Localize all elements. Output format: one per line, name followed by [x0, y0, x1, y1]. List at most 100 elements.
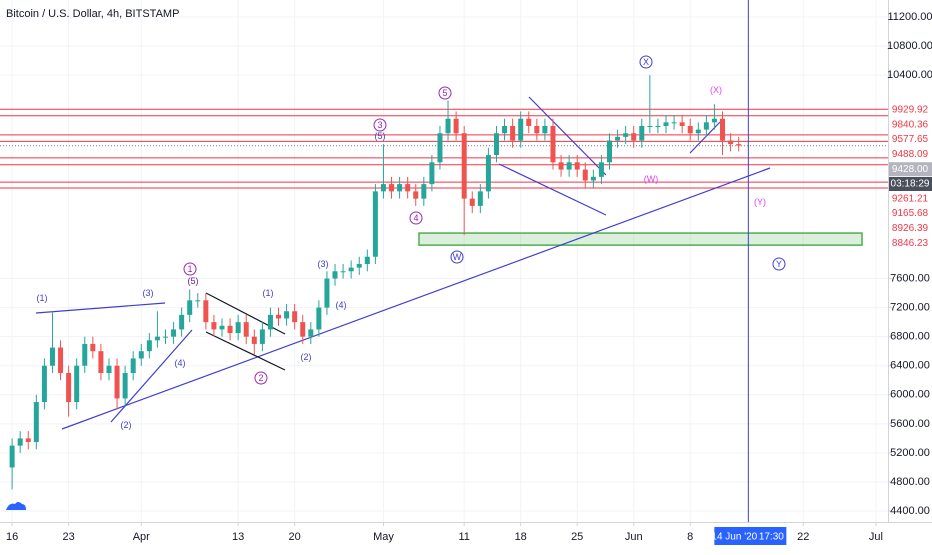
candle-body [711, 118, 717, 123]
candle-body [526, 118, 532, 126]
trend-line [35, 302, 166, 314]
price-label-bg [889, 117, 932, 132]
wave-circle [373, 118, 387, 132]
wave-circle [639, 55, 653, 69]
wave-label: 5 [442, 88, 447, 98]
x-tick-label: 16 [6, 531, 18, 543]
y-tick-label: 6000.00 [890, 389, 930, 401]
wave-label: (4) [175, 358, 186, 368]
candle-body [639, 125, 645, 141]
candle-body [736, 144, 742, 146]
wave-circle [254, 371, 268, 385]
candle-body [130, 358, 136, 373]
price-label-bg [889, 191, 932, 206]
price-label: 9577.65 [892, 134, 929, 145]
x-tick-label: 22 [797, 531, 809, 543]
y-tick-label: 6800.00 [890, 331, 930, 343]
trend-line [205, 331, 286, 371]
candle-body [397, 184, 403, 192]
y-tick-label: 6400.00 [890, 360, 930, 372]
candle-body [493, 133, 499, 156]
candle-body [469, 198, 475, 206]
support-zone [418, 232, 863, 246]
candle-body [138, 351, 144, 359]
candle-body [623, 133, 629, 137]
wave-label: (5) [188, 276, 199, 286]
candle-body [372, 191, 378, 257]
wave-label: (1) [263, 288, 274, 298]
candle-body [364, 256, 370, 265]
x-tick-label: Apr [133, 531, 150, 543]
candle-body [566, 162, 572, 170]
candle-body [582, 169, 588, 181]
price-label: 03:18:29 [891, 179, 930, 190]
wave-circle [772, 257, 786, 271]
wave-label: Y [776, 259, 782, 269]
candle-body [49, 347, 55, 366]
candle-body [502, 125, 508, 134]
candle-body [235, 322, 241, 334]
x-tick-label: 13 [232, 531, 244, 543]
x-tick-label: 23 [62, 531, 74, 543]
y-tick-label: 10800.00 [887, 40, 932, 52]
trend-line [498, 163, 607, 216]
wave-circle [183, 262, 197, 276]
candle-body [615, 136, 621, 141]
wave-label: (2) [121, 420, 132, 430]
candle-body [606, 140, 612, 163]
logo [6, 502, 26, 510]
candle-body [687, 125, 693, 134]
y-tick-label: 5600.00 [890, 418, 930, 430]
candle-body [179, 314, 185, 330]
trend-line [110, 329, 193, 423]
x-tick-label: Jul [869, 531, 883, 543]
x-tick-label: 8 [687, 531, 693, 543]
candle-body [98, 351, 104, 373]
wave-label: (3) [143, 288, 154, 298]
candle-body [671, 122, 677, 124]
candle-body [284, 311, 290, 319]
candle-body [316, 307, 322, 330]
candle-body [41, 365, 47, 403]
trend-line [61, 167, 771, 430]
candle-body [510, 125, 516, 141]
candle-body [276, 314, 282, 319]
candle-body [461, 133, 467, 199]
x-tick-label: 20 [289, 531, 301, 543]
candle-body [421, 184, 427, 199]
trend-line [528, 96, 607, 176]
candle-body [33, 402, 39, 443]
candle-body [679, 122, 685, 126]
candle-body [389, 184, 395, 192]
x-tick-label: 11 [458, 531, 469, 543]
candle-body [25, 438, 31, 443]
candle-body [82, 343, 88, 366]
wave-label: (1) [37, 293, 48, 303]
trend-line [689, 121, 721, 154]
wave-label: 3 [377, 120, 382, 130]
candle-body [187, 300, 193, 315]
wave-label: (X) [710, 85, 722, 95]
wave-label: (2) [301, 352, 312, 362]
candle-body [211, 322, 217, 330]
x-tick-label: 18 [515, 531, 527, 543]
y-tick-label: 7600.00 [890, 272, 930, 284]
candle-body [154, 336, 160, 341]
price-label: 9929.92 [892, 105, 929, 116]
candle-body [259, 329, 265, 344]
candle-body [340, 271, 346, 273]
candle-body [728, 140, 734, 145]
wave-label: (Y) [754, 197, 766, 207]
price-label: 8926.39 [892, 223, 929, 234]
candle-body [122, 372, 128, 399]
price-label: 9261.21 [892, 193, 929, 204]
wave-label: (W) [644, 174, 659, 184]
price-label-bg [889, 103, 932, 117]
wave-label: X [643, 57, 649, 67]
price-label-bg [889, 177, 932, 191]
wave-label: (4) [336, 300, 347, 310]
candle-body [58, 347, 64, 373]
candle-body [574, 162, 580, 170]
candle-body [66, 372, 72, 403]
